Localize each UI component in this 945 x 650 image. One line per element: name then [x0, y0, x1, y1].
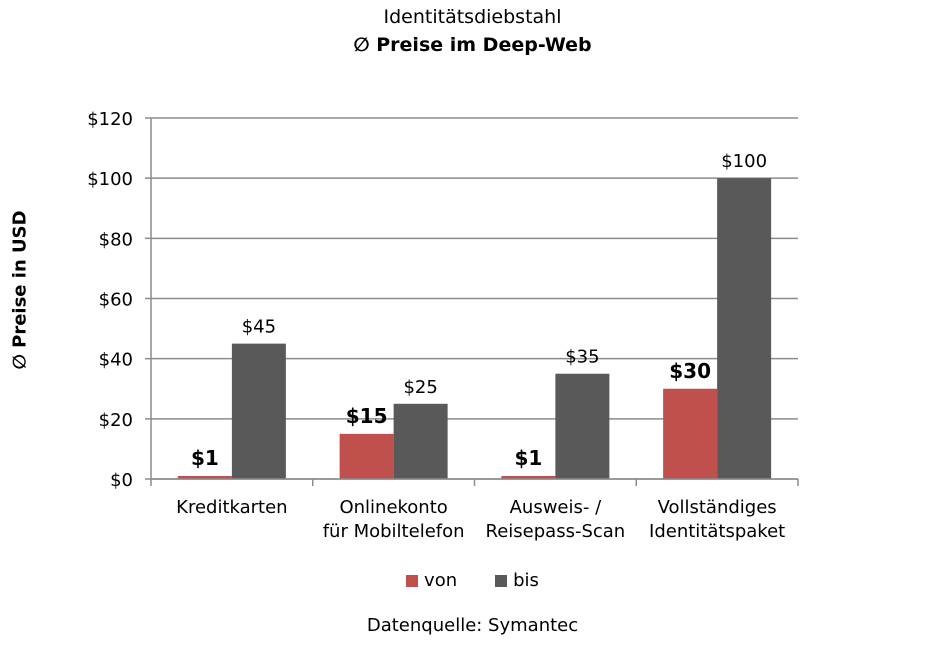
y-tick-label: $20: [99, 410, 133, 431]
source-note: Datenquelle: Symantec: [366, 615, 579, 636]
bar-chart: $0 $20 $40 $60 $80 $100 $120 $1 $45 Kreditkarten $…: [87, 109, 799, 542]
x-tick-label: Reisepass-Scan: [486, 521, 626, 542]
data-label-von: $1: [514, 446, 542, 470]
chart-title: Identitätsdiebstahl: [383, 6, 562, 28]
data-label-von: $30: [669, 359, 711, 383]
legend-label-von: von: [424, 570, 458, 591]
bar-von: [339, 433, 394, 479]
legend-item-bis: bis: [495, 570, 539, 591]
bar-von: [177, 475, 232, 479]
x-tick-label: Onlinekonto: [339, 497, 447, 518]
bar-bis: [717, 178, 772, 479]
legend-label-bis: bis: [513, 570, 539, 591]
chart-subtitle: ∅ Preise im Deep-Web: [353, 34, 592, 56]
data-label-von: $1: [191, 446, 219, 470]
legend-item-von: von: [406, 570, 457, 591]
legend: von bis: [0, 570, 945, 591]
x-tick-label: für Mobiltelefon: [323, 521, 465, 542]
y-tick-label: $120: [87, 109, 133, 130]
y-tick-label: $80: [99, 229, 133, 250]
x-tick-label: Vollständiges: [658, 497, 777, 518]
data-label-bis: $100: [721, 151, 767, 172]
bar-von: [663, 388, 718, 479]
y-tick-label: $60: [99, 290, 133, 311]
data-label-bis: $45: [242, 317, 276, 338]
y-tick-label: $100: [87, 169, 133, 190]
x-tick-label: Identitätspaket: [649, 521, 785, 542]
data-label-von: $15: [346, 404, 388, 428]
bar-von: [501, 475, 556, 479]
y-tick-label: $0: [110, 470, 133, 491]
bar-bis: [393, 403, 448, 479]
x-tick-label: Ausweis- /: [510, 497, 602, 518]
data-label-bis: $25: [403, 377, 437, 398]
y-tick-label: $40: [99, 350, 133, 371]
bar-bis: [555, 373, 610, 479]
data-label-bis: $35: [565, 347, 599, 368]
legend-swatch-von: [406, 574, 419, 587]
legend-swatch-bis: [495, 574, 508, 587]
x-tick-label: Kreditkarten: [176, 497, 287, 518]
bar-bis: [231, 343, 286, 479]
